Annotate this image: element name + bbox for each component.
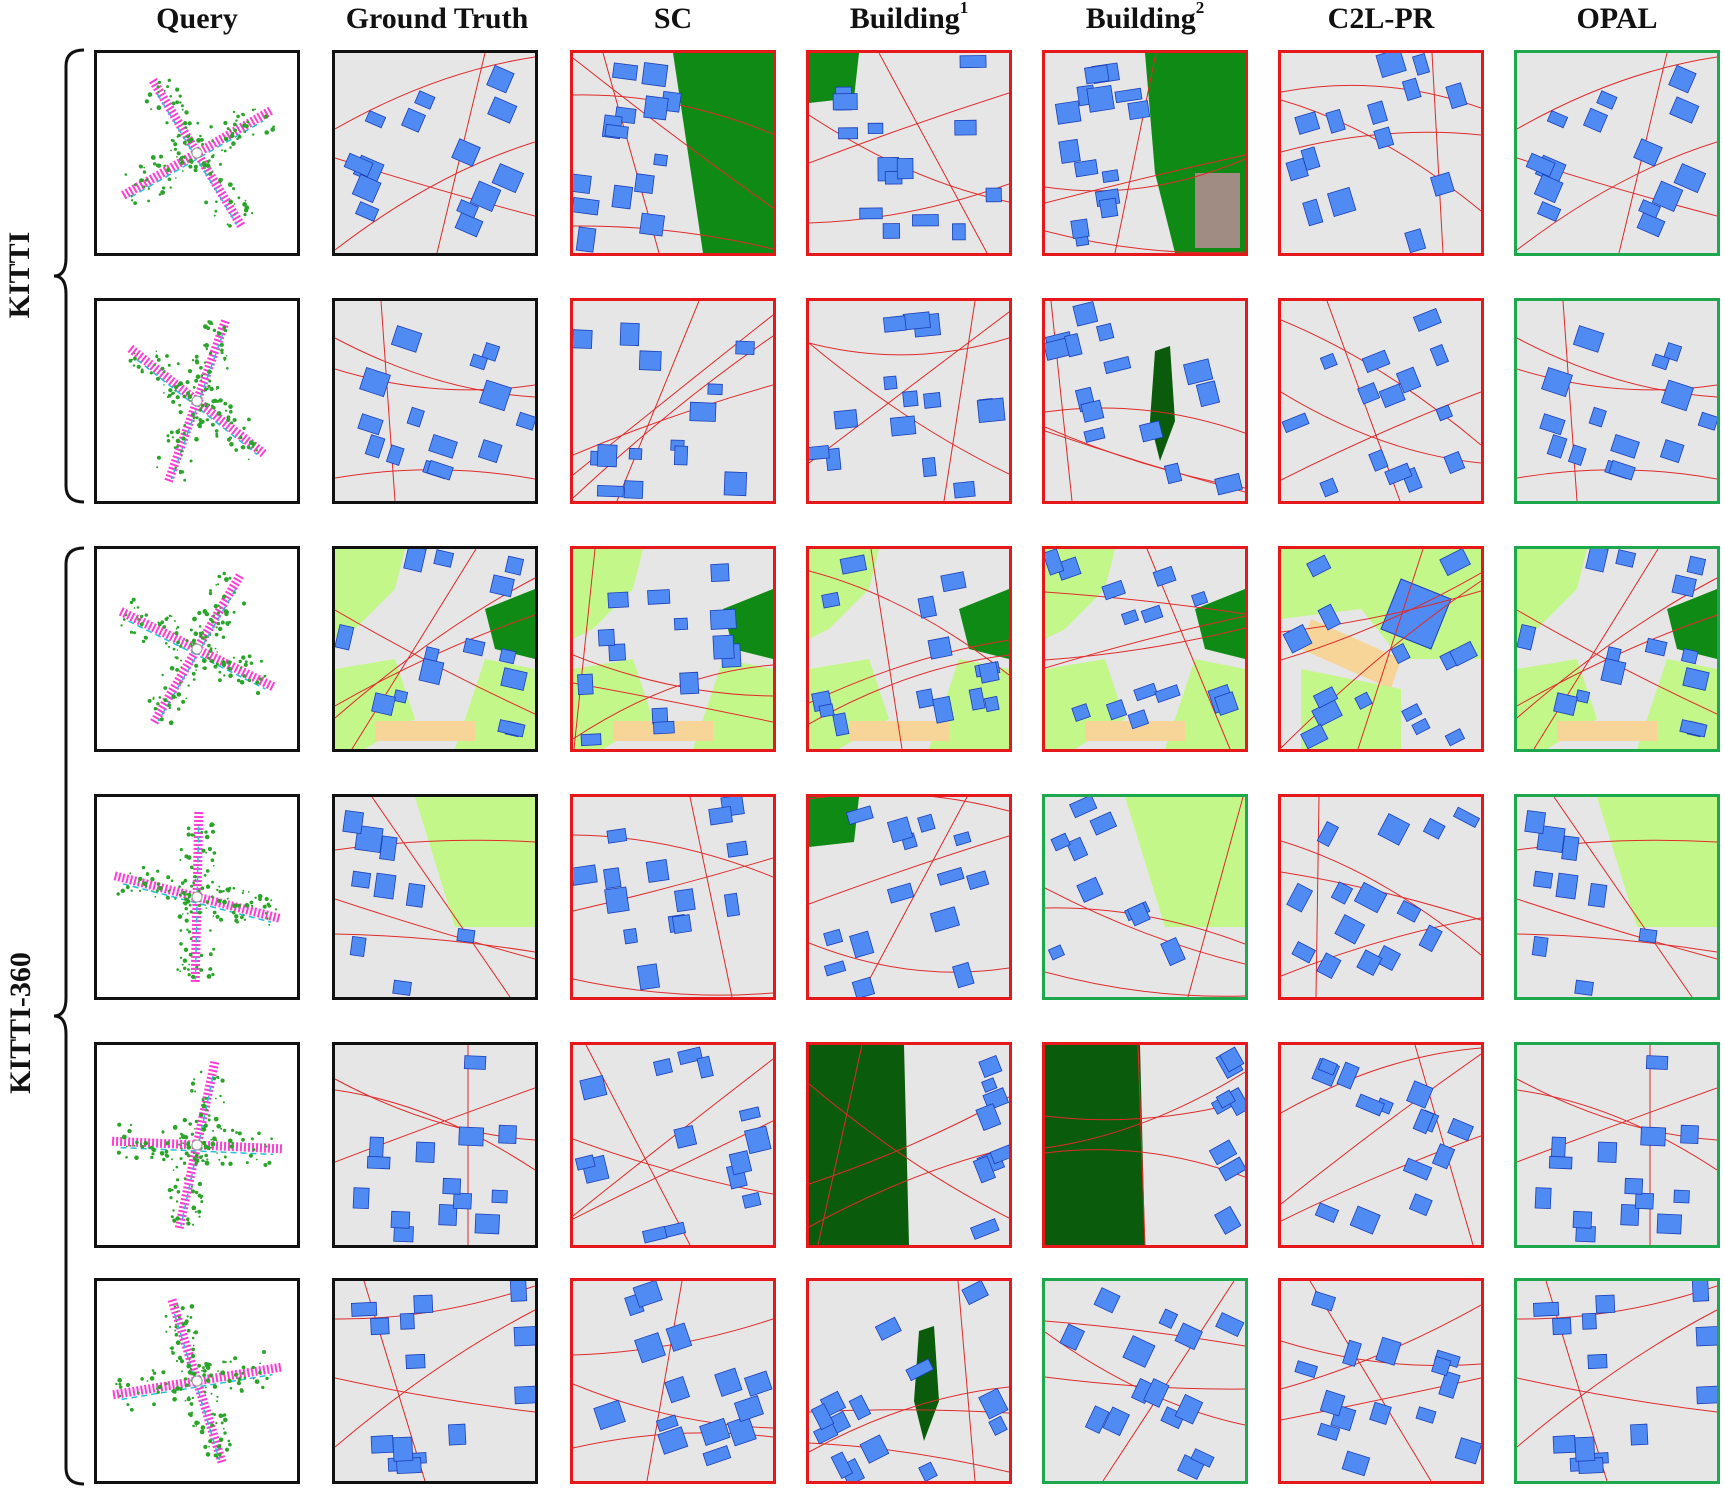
map-tile-sc-row-5 (570, 1042, 776, 1248)
query-point-cloud-row-2 (94, 298, 300, 504)
map-tile-building-1-row-5 (806, 1042, 1012, 1248)
column-header-label: C2L-PR (1327, 2, 1435, 35)
map-tile-opal-row-6 (1514, 1278, 1720, 1484)
map-tile-building-2-row-3 (1042, 546, 1248, 752)
map-tile-ground-truth-row-4 (332, 794, 538, 1000)
map-tile-ground-truth-row-6 (332, 1278, 538, 1484)
map-tile-opal-row-2 (1514, 298, 1720, 504)
map-tile-ground-truth-row-1 (332, 50, 538, 256)
group-label-kitti-360: KITTI-360 (4, 952, 37, 1094)
map-tile-building-1-row-4 (806, 794, 1012, 1000)
map-tile-c2l-pr-row-4 (1278, 794, 1484, 1000)
map-tile-building-2-row-4 (1042, 794, 1248, 1000)
map-tile-building-1-row-3 (806, 546, 1012, 752)
map-tile-ground-truth-row-3 (332, 546, 538, 752)
map-tile-c2l-pr-row-5 (1278, 1042, 1484, 1248)
query-point-cloud-row-5 (94, 1042, 300, 1248)
brace-kitti-360 (53, 546, 85, 1486)
column-header-ground-truth: Ground Truth (330, 2, 544, 42)
map-tile-sc-row-3 (570, 546, 776, 752)
column-header-sc: SC (570, 2, 776, 42)
map-tile-building-1-row-6 (806, 1278, 1012, 1484)
column-header-label: Building (849, 2, 960, 35)
map-tile-c2l-pr-row-2 (1278, 298, 1484, 504)
map-tile-sc-row-4 (570, 794, 776, 1000)
map-tile-c2l-pr-row-6 (1278, 1278, 1484, 1484)
column-header-label: Building (1085, 2, 1196, 35)
map-tile-ground-truth-row-2 (332, 298, 538, 504)
map-tile-opal-row-4 (1514, 794, 1720, 1000)
map-tile-building-1-row-2 (806, 298, 1012, 504)
map-tile-opal-row-1 (1514, 50, 1720, 256)
map-tile-building-2-row-6 (1042, 1278, 1248, 1484)
brace-kitti (53, 48, 85, 504)
column-header-label: SC (653, 2, 693, 35)
column-header-label: OPAL (1576, 2, 1658, 35)
map-tile-sc-row-1 (570, 50, 776, 256)
map-tile-opal-row-5 (1514, 1042, 1720, 1248)
column-header-superscript: 2 (1195, 0, 1205, 17)
column-header-query: Query (94, 2, 300, 42)
column-header-label: Query (156, 2, 238, 35)
column-header-superscript: 1 (959, 0, 969, 17)
group-label-kitti: KITTI (3, 231, 36, 319)
map-tile-building-2-row-5 (1042, 1042, 1248, 1248)
map-tile-building-2-row-2 (1042, 298, 1248, 504)
map-tile-opal-row-3 (1514, 546, 1720, 752)
query-point-cloud-row-4 (94, 794, 300, 1000)
column-header-building-2: Building2 (1042, 0, 1248, 42)
map-tile-sc-row-2 (570, 298, 776, 504)
column-header-opal: OPAL (1514, 2, 1720, 42)
map-tile-c2l-pr-row-3 (1278, 546, 1484, 752)
map-tile-sc-row-6 (570, 1278, 776, 1484)
query-point-cloud-row-3 (94, 546, 300, 752)
map-tile-building-1-row-1 (806, 50, 1012, 256)
map-tile-ground-truth-row-5 (332, 1042, 538, 1248)
query-point-cloud-row-1 (94, 50, 300, 256)
column-header-label: Ground Truth (345, 2, 529, 35)
map-tile-c2l-pr-row-1 (1278, 50, 1484, 256)
query-point-cloud-row-6 (94, 1278, 300, 1484)
map-tile-building-2-row-1 (1042, 50, 1248, 256)
column-header-c2l-pr: C2L-PR (1278, 2, 1484, 42)
column-header-building-1: Building1 (806, 0, 1012, 42)
